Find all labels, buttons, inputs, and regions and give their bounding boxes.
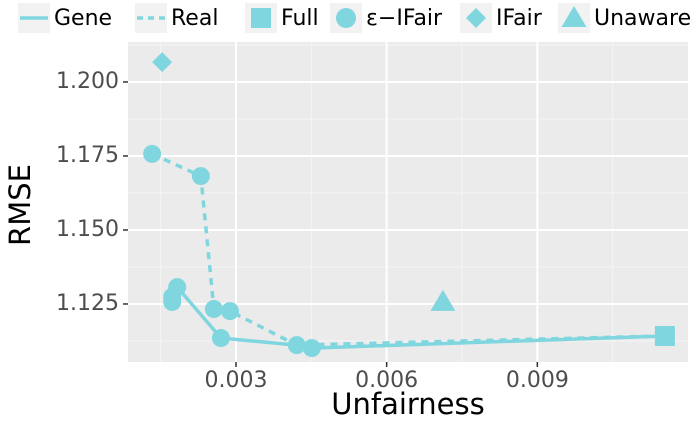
point [168,278,187,297]
point [152,52,173,73]
point [430,289,456,311]
y-axis-title: RMSE [3,164,37,246]
point [204,300,223,319]
y-tick-label: 1.175 [56,143,119,168]
legend: Gene Real Full ε−IFair IFair Unaware [18,3,691,33]
legend-marker [466,8,486,28]
y-tick-label: 1.200 [56,69,119,94]
point [287,336,306,355]
legend-label: Gene [54,6,112,31]
legend-label: Real [171,6,218,31]
legend-label: Unaware [594,6,691,31]
point [654,325,675,346]
x-tick-label: 0.003 [204,368,267,393]
point [211,329,230,348]
legend-marker [561,6,587,27]
legend-marker [336,8,356,28]
legend-label: IFair [496,6,543,31]
legend-label: Full [281,6,319,31]
plot-marks [143,52,675,358]
x-axis-title: Unfairness [331,387,485,421]
point [191,167,210,186]
legend-marker [251,8,271,28]
point [302,339,321,358]
y-tick-label: 1.125 [56,291,119,316]
point [220,302,239,321]
x-tick-label: 0.009 [506,368,569,393]
y-tick-label: 1.150 [56,217,119,242]
legend-label: ε−IFair [366,6,443,31]
point [143,144,162,163]
x-tick-label: 0.006 [355,368,418,393]
